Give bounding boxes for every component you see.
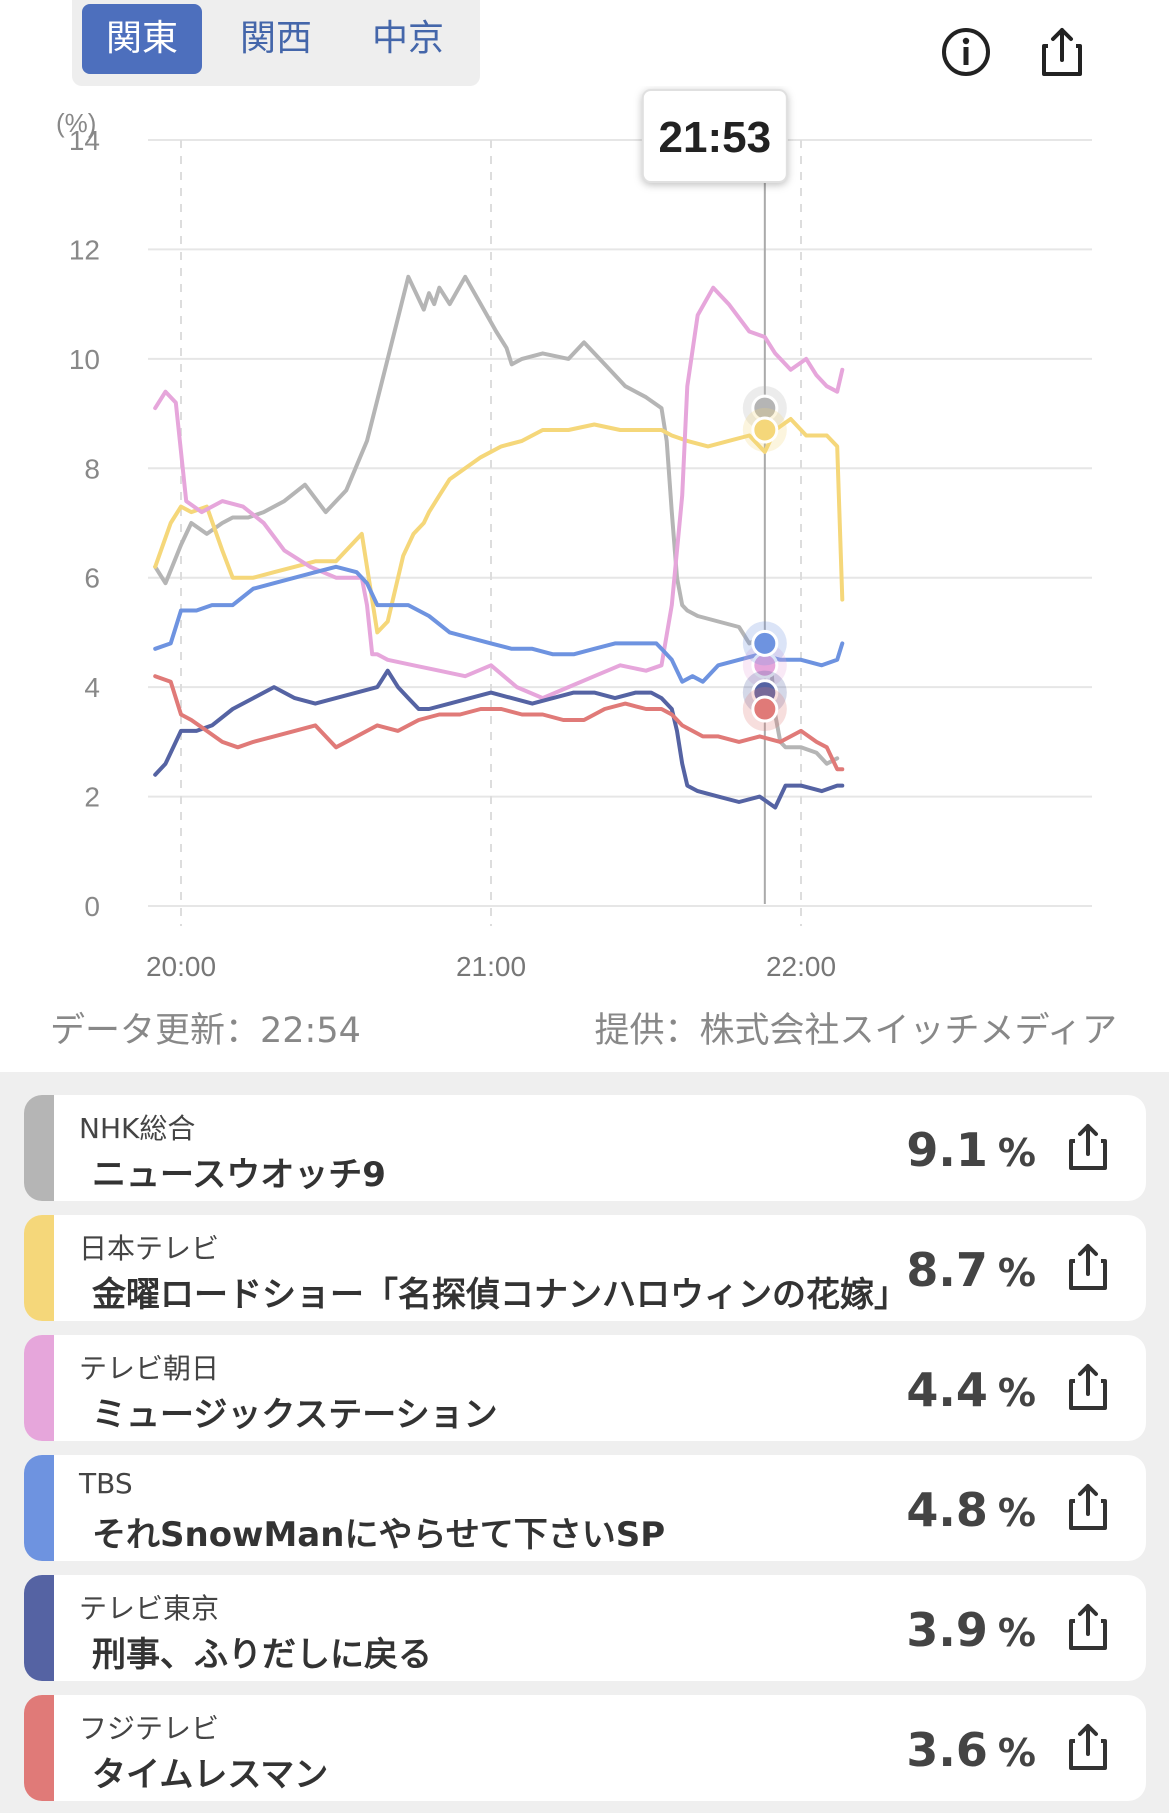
station-name: テレビ朝日 (79, 1352, 220, 1385)
rating-value: 9.1% (906, 1123, 1036, 1177)
rating-number: 4.8 (906, 1483, 988, 1537)
cursor-time-label: 21:53 (659, 113, 772, 162)
series-line (153, 674, 845, 772)
x-tick-label: 21:00 (456, 951, 526, 982)
y-tick-label: 8 (84, 453, 100, 484)
y-axis-label: (%) (56, 108, 96, 138)
series-line (153, 417, 845, 635)
channel-color-bar (24, 1695, 54, 1801)
x-tick-label: 22:00 (766, 951, 836, 982)
x-tick-label: 20:00 (146, 951, 216, 982)
share-icon[interactable] (1062, 1361, 1114, 1413)
y-tick-label: 10 (69, 344, 100, 375)
share-icon[interactable] (1062, 1601, 1114, 1653)
rating-number: 9.1 (906, 1123, 988, 1177)
share-icon[interactable] (1062, 1721, 1114, 1773)
program-title: 刑事、ふりだしに戻る (92, 1635, 432, 1675)
channel-color-bar (24, 1455, 54, 1561)
program-row[interactable]: 日本テレビ金曜ロードショー「名探偵コナンハロウィンの花嫁」 8.7% (24, 1215, 1146, 1321)
station-name: NHK総合 (79, 1112, 196, 1145)
rating-value: 3.9% (906, 1603, 1036, 1657)
program-row[interactable]: NHK総合ニュースウオッチ9 9.1% (24, 1095, 1146, 1201)
series-line (153, 285, 845, 701)
program-title: ミュージックステーション (92, 1395, 498, 1435)
info-icon[interactable] (938, 24, 994, 80)
channel-color-bar (24, 1335, 54, 1441)
rating-number: 4.4 (906, 1363, 988, 1417)
cursor-tooltip (641, 89, 788, 183)
rating-number: 3.9 (906, 1603, 988, 1657)
channel-color-bar (24, 1095, 54, 1201)
rating-unit: % (997, 1251, 1036, 1295)
station-name: 日本テレビ (79, 1232, 220, 1265)
rating-unit: % (997, 1491, 1036, 1535)
station-name: テレビ東京 (79, 1592, 220, 1625)
program-row[interactable]: TBS それSnowManにやらせて下さいSP 4.8% (24, 1455, 1146, 1561)
y-tick-label: 12 (69, 234, 100, 265)
y-tick-label: 0 (84, 891, 100, 922)
program-row[interactable]: フジテレビタイムレスマン 3.6% (24, 1695, 1146, 1801)
program-title: 金曜ロードショー「名探偵コナンハロウィンの花嫁」 (92, 1275, 908, 1315)
station-name: フジテレビ (79, 1712, 220, 1745)
rating-unit: % (997, 1731, 1036, 1775)
rating-number: 8.7 (906, 1243, 988, 1297)
tab-chukyo[interactable]: 中京 (371, 18, 444, 59)
rating-value: 4.8% (906, 1483, 1036, 1537)
data-updated-label: データ更新：22:54 (50, 1011, 361, 1051)
tab-kanto[interactable]: 関東 (82, 4, 202, 74)
y-tick-label: 14 (69, 125, 100, 156)
rating-number: 3.6 (906, 1723, 988, 1777)
series-line (153, 668, 845, 810)
share-icon[interactable] (1034, 24, 1090, 80)
y-tick-label: 2 (84, 782, 100, 813)
rating-value: 3.6% (906, 1723, 1036, 1777)
region-tabs: 関東 関西 中京 (72, 0, 480, 86)
share-icon[interactable] (1062, 1241, 1114, 1293)
rating-unit: % (997, 1371, 1036, 1415)
rating-value: 8.7% (906, 1243, 1036, 1297)
program-row[interactable]: テレビ朝日ミュージックステーション 4.4% (24, 1335, 1146, 1441)
rating-unit: % (997, 1131, 1036, 1175)
program-title: タイムレスマン (92, 1755, 329, 1795)
channel-color-bar (24, 1215, 54, 1321)
cursor-marker (751, 416, 779, 444)
y-tick-label: 4 (84, 672, 100, 703)
ratings-chart: 0 2 4 6 8 10 12 14(%) 20:00 21:00 22:00 21:53 (56, 89, 1092, 982)
channel-color-bar (24, 1575, 54, 1681)
rating-unit: % (997, 1611, 1036, 1655)
y-tick-label: 6 (84, 563, 100, 594)
tab-kansai[interactable]: 関西 (239, 18, 312, 59)
cursor-marker (751, 695, 779, 723)
program-title: ニュースウオッチ9 (92, 1155, 386, 1195)
program-row[interactable]: テレビ東京刑事、ふりだしに戻る 3.9% (24, 1575, 1146, 1681)
rating-value: 4.4% (906, 1363, 1036, 1417)
station-name: TBS (79, 1467, 133, 1500)
program-title: それSnowManにやらせて下さいSP (92, 1515, 666, 1555)
share-icon[interactable] (1062, 1481, 1114, 1533)
provider-label: 提供：株式会社スイッチメディア (594, 1011, 1117, 1051)
series-line (153, 564, 845, 684)
cursor-marker (751, 629, 779, 657)
share-icon[interactable] (1062, 1121, 1114, 1173)
